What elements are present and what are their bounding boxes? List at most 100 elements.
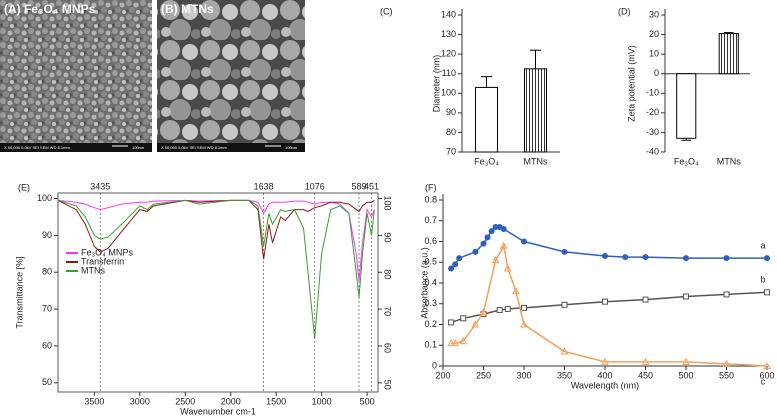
y-tick-label: 0 [432,360,437,370]
y-tick-label: 0.6 [424,236,437,246]
chart-panel: (F) Absorbance (a.u.) Wavelength (nm) 0 0.1 0… [419,182,774,390]
y-tick-label: -40 [646,146,659,156]
y-axis-label: Zeta potential (mV) [626,45,636,122]
marker [521,238,527,245]
marker [491,256,500,264]
marker [622,254,629,261]
info-bar [157,143,305,152]
y-tick-label: 20 [649,29,659,39]
x-tick-label: 300 [516,370,531,380]
x-tick-label: MTNs [524,156,548,166]
y-tick-label: 0.3 [424,298,437,308]
x-tick-label: 350 [557,370,572,380]
marker [448,265,455,272]
marker [500,226,507,233]
y2-tick-label: 60 [383,343,393,353]
x-tick-label: 1500 [266,396,286,406]
y-tick-label: 90 [446,107,456,117]
chart-title: (D) [618,6,631,16]
marker [723,291,730,298]
chart-title: (F) [425,182,437,192]
bar [676,73,697,139]
x-axis-label: Wavenumber cm-1 [180,406,256,416]
marker [642,296,649,303]
marker [480,240,487,247]
y-tick-label: 0.7 [424,215,437,225]
marker [479,308,488,316]
image-info: X 50,000 5.0kV SEI SEM WD 8.1mm [161,145,227,150]
marker [722,359,731,367]
marker [460,315,467,322]
sem-image-b: (B) MTNs X 50,000 5.0kV SEI SEM WD 8.1mm… [157,0,305,152]
x-tick-label: 250 [476,370,491,380]
y2-tick-label: 100 [383,196,393,211]
marker [503,264,512,272]
peak-label: 451 [364,181,379,191]
y-tick-label: -30 [646,127,659,137]
series-line [451,243,768,367]
marker [521,304,527,311]
y-tick-label: 90 [42,230,52,240]
marker [452,261,459,268]
marker [682,357,690,365]
y-tick-label: 0.8 [424,194,437,204]
y-tick-label: 120 [441,49,456,59]
peak-label: 3435 [90,181,110,191]
x-tick-label: 450 [638,370,653,380]
y-tick-label: 100 [37,193,52,203]
y-tick-label: 60 [42,340,52,350]
y-tick-label: 70 [42,303,52,313]
series-line [57,199,375,282]
legend-label: Fe₃O₄ MNPs [81,247,133,257]
micrograph [0,0,152,152]
y-tick-label: 110 [442,68,456,78]
marker [764,289,770,296]
marker [451,339,459,347]
bar [474,86,499,153]
x-tick-label: 1000 [312,396,332,406]
marker [488,228,495,235]
marker [484,234,491,241]
scale-label: 100nm [285,145,298,150]
legend-label: Transferrin [81,256,124,266]
legend-label: MTNs [81,265,105,275]
plot-frame [57,192,379,393]
marker [683,255,689,262]
x-tick-label: 200 [435,370,450,380]
y-tick-label: 0 [654,68,659,78]
y-tick-label: 80 [446,127,456,137]
bar [523,68,548,153]
sem-image-a: (A) Fe₃O₄ MNPs X 50,000 5.0kV SEI SEM WD… [0,0,152,152]
y-axis-label: Absorbance (a.u.) [419,247,429,319]
marker [602,253,608,260]
y-axis-label: Diameter (nm) [431,55,441,113]
marker [447,339,455,347]
marker [472,248,479,255]
x-tick-label: 600 [759,370,774,380]
peak-label: 1076 [305,181,325,191]
y-tick-label: 80 [42,267,52,277]
marker [471,320,480,328]
marker [499,241,508,249]
x-tick-label: 3500 [84,396,104,406]
y-tick-label: 70 [446,146,456,156]
x-tick-label: Fe₃O₄ [474,156,499,166]
bar [718,33,739,75]
series-label: c [761,376,766,386]
y2-tick-label: 80 [383,269,393,279]
x-tick-label: 500 [678,370,693,380]
x-tick-label: Fe₃O₄ [674,156,699,166]
y-tick-label: 140 [441,9,456,19]
marker [561,301,568,308]
marker [520,320,528,328]
chart-panel: (D) Zeta potential (mV) -40 -30 -20 -10 0 10 20 3… [618,6,750,166]
marker [459,337,468,345]
y-tick-label: 30 [649,9,659,19]
marker [641,357,650,365]
x-tick-label: 550 [719,370,734,380]
x-tick-label: MTNs [717,156,741,166]
marker [642,254,649,261]
peak-label: 1638 [254,181,274,191]
